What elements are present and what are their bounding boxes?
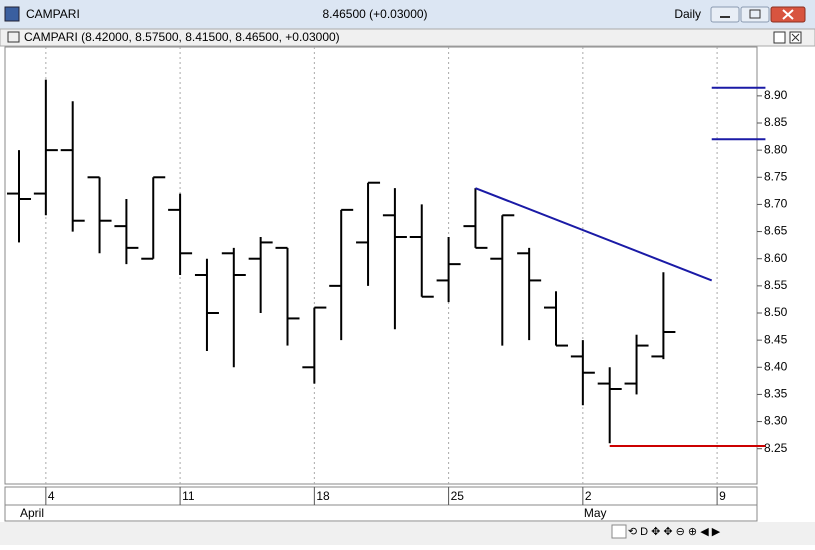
pane-icon xyxy=(7,31,20,43)
drawing-line xyxy=(475,187,713,282)
x-tick-label: 18 xyxy=(316,489,330,503)
pane-header xyxy=(0,28,815,47)
y-tick-label: 8.80 xyxy=(764,142,788,156)
pane-restore[interactable] xyxy=(773,31,786,44)
plot-area xyxy=(4,46,758,485)
x-tick-label: 11 xyxy=(182,489,195,503)
minimize-button[interactable] xyxy=(710,6,740,23)
pane-close-icon xyxy=(791,33,800,42)
y-tick-label: 8.65 xyxy=(764,224,788,238)
plot: 8.25 8.30 8.35 8.40 8.45 8.50 8.55 8.60 8.65 8.70… xyxy=(7,47,788,520)
x-tick-label: 2 xyxy=(585,489,592,503)
period: Daily xyxy=(674,7,701,21)
maximize-button[interactable] xyxy=(740,6,770,23)
y-tick-label: 8.30 xyxy=(764,414,788,428)
pane-title: CAMPARI (8.42000, 8.57500, 8.41500, 8.46… xyxy=(24,30,340,44)
window-title: CAMPARI xyxy=(26,7,80,21)
scroll-thumb[interactable] xyxy=(611,524,627,539)
maximize-icon xyxy=(749,9,761,19)
app-icon xyxy=(4,6,20,22)
y-tick-label: 8.90 xyxy=(764,88,788,102)
close-icon xyxy=(782,9,794,20)
y-tick-label: 8.25 xyxy=(764,441,788,455)
y-tick-label: 8.75 xyxy=(764,169,788,183)
quote: 8.46500 (+0.03000) xyxy=(322,7,427,21)
date-axis xyxy=(4,486,758,522)
x-tick-label: 9 xyxy=(719,489,726,503)
y-tick-label: 8.40 xyxy=(764,359,788,373)
x-tick-label: 25 xyxy=(451,489,465,503)
y-tick-label: 8.55 xyxy=(764,278,788,292)
month-label: April xyxy=(20,506,44,520)
y-tick-label: 8.60 xyxy=(764,251,788,265)
toolbar-icons[interactable]: ⟲ D ✥ ✥ ⊖ ⊕ ◀ ▶ xyxy=(628,526,721,538)
title-bar xyxy=(0,0,815,29)
toolbar xyxy=(0,522,815,545)
month-label: May xyxy=(584,506,607,520)
y-tick-label: 8.45 xyxy=(764,332,788,346)
y-tick-label: 8.85 xyxy=(764,115,788,129)
y-tick-label: 8.50 xyxy=(764,305,788,319)
y-tick-label: 8.70 xyxy=(764,197,788,211)
x-tick-label: 4 xyxy=(48,489,55,503)
y-tick-label: 8.35 xyxy=(764,387,788,401)
